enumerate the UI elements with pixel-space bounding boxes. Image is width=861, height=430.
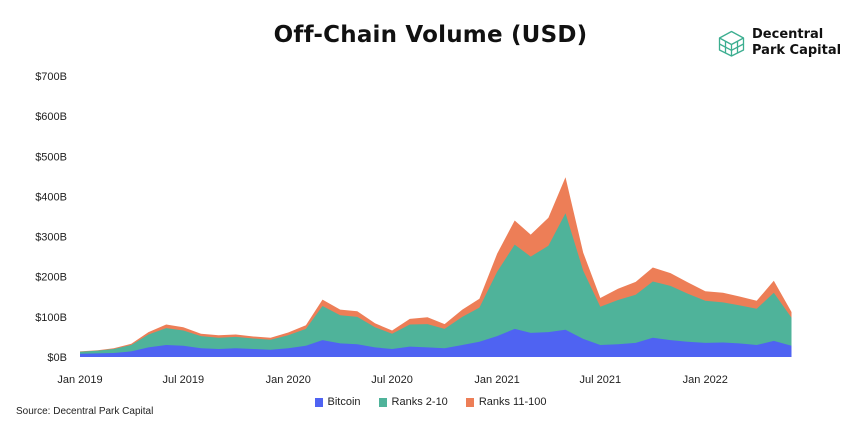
x-tick-label: Jan 2022 <box>683 374 728 386</box>
cube-logo-icon <box>718 30 745 57</box>
x-tick-label: Jul 2020 <box>371 374 413 386</box>
brand-name-line-1: Decentral <box>752 27 824 42</box>
y-tick-label: $200B <box>35 272 67 284</box>
chart-title: Off-Chain Volume (USD) <box>273 22 588 48</box>
legend-label: Ranks 2-10 <box>391 396 448 408</box>
y-axis: $0B $100B $200B $300B $400B $500B $600B $700B <box>35 71 67 364</box>
y-tick-label: $0B <box>47 352 67 364</box>
y-tick-label: $600B <box>35 111 67 123</box>
area-series-ranks-2-10 <box>80 213 792 357</box>
brand-name-line-2: Park Capital <box>752 43 842 58</box>
y-tick-label: $100B <box>35 312 67 324</box>
x-tick-label: Jan 2021 <box>474 374 519 386</box>
y-tick-label: $300B <box>35 232 67 244</box>
legend-swatch <box>314 397 323 407</box>
legend-item: Bitcoin <box>314 396 361 408</box>
x-tick-label: Jan 2020 <box>266 374 311 386</box>
x-tick-label: Jul 2021 <box>580 374 622 386</box>
area-series-bitcoin <box>80 328 792 357</box>
legend-label: Ranks 11-100 <box>478 396 547 408</box>
legend-swatch <box>465 397 474 407</box>
y-tick-label: $700B <box>35 71 67 83</box>
plot-area <box>80 177 792 357</box>
brand-logo: Decentral Park Capital <box>718 27 841 59</box>
x-tick-label: Jan 2019 <box>57 374 102 386</box>
legend-label: Bitcoin <box>327 396 361 408</box>
x-tick-label: Jul 2019 <box>162 374 204 386</box>
legend-swatch <box>378 397 387 407</box>
y-tick-label: $400B <box>35 191 67 203</box>
brand-name: Decentral Park Capital <box>752 27 841 59</box>
source-note: Source: Decentral Park Capital <box>16 406 154 417</box>
legend-item: Ranks 2-10 <box>378 396 448 408</box>
y-tick-label: $500B <box>35 151 67 163</box>
legend: Bitcoin Ranks 2-10 Ranks 11-100 <box>0 396 861 408</box>
x-axis: Jan 2019 Jul 2019 Jan 2020 Jul 2020 Jan 2021… <box>57 374 728 386</box>
legend-item: Ranks 11-100 <box>465 396 547 408</box>
